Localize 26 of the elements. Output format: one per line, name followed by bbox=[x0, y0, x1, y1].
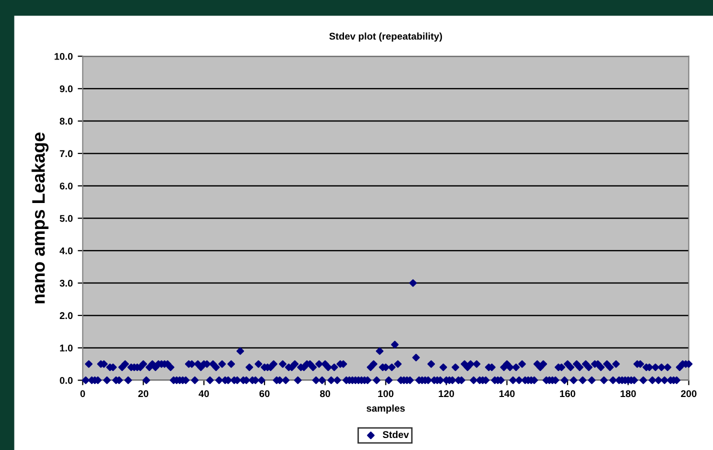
y-tick-label: 7.0 bbox=[60, 150, 73, 158]
x-tick-label: 200 bbox=[680, 390, 696, 398]
x-tick-label: 120 bbox=[438, 390, 454, 398]
x-tick-label: 140 bbox=[499, 390, 515, 398]
y-tick-label: 0.0 bbox=[60, 376, 73, 384]
y-tick-label: 2.0 bbox=[60, 312, 73, 320]
x-tick-label: 80 bbox=[320, 390, 330, 398]
y-tick-label: 9.0 bbox=[60, 85, 73, 92]
y-tick-label: 10.0 bbox=[54, 52, 73, 60]
y-axis-title: nano amps Leakage bbox=[32, 132, 49, 304]
x-tick-label: 0 bbox=[80, 390, 86, 398]
chart-title: Stdev plot (repeatability) bbox=[329, 32, 442, 42]
y-tick-label: 6.0 bbox=[60, 182, 73, 190]
y-tick-label: 1.0 bbox=[60, 344, 73, 352]
x-tick-label: 160 bbox=[560, 390, 576, 398]
y-tick-label: 3.0 bbox=[60, 280, 73, 287]
x-tick-label: 40 bbox=[198, 390, 209, 398]
y-tick-label: 5.0 bbox=[60, 214, 73, 222]
y-tick-label: 4.0 bbox=[60, 247, 73, 254]
y-tick-label: 8.0 bbox=[60, 118, 73, 125]
x-tick-label: 100 bbox=[378, 390, 394, 398]
x-tick-label: 20 bbox=[138, 390, 148, 398]
x-axis-title: samples bbox=[366, 404, 405, 414]
x-tick-label: 60 bbox=[259, 390, 270, 398]
x-tick-label: 180 bbox=[620, 390, 636, 398]
legend-label: Stdev bbox=[382, 430, 409, 438]
